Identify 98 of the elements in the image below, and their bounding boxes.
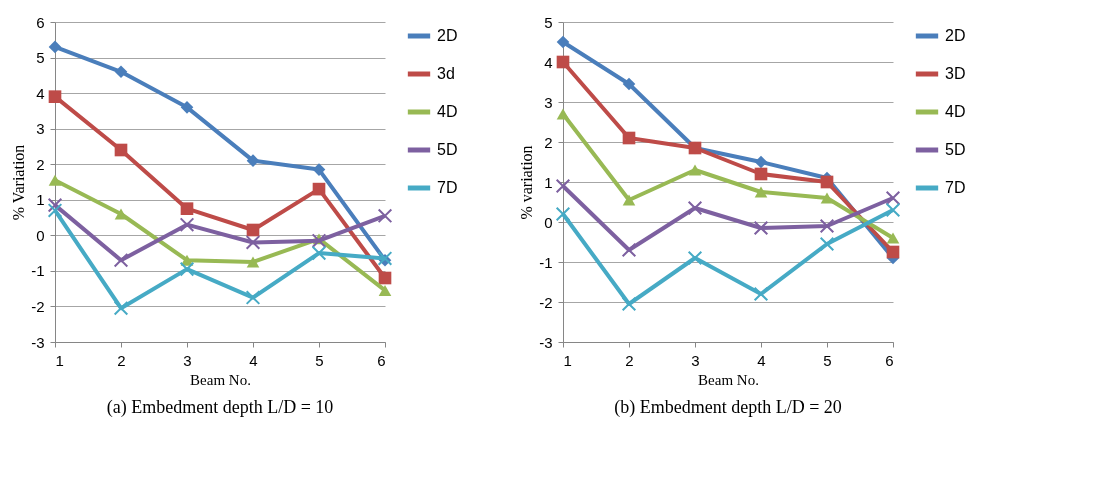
x-axis-title: Beam No. xyxy=(698,371,759,388)
x-tick-label: 2 xyxy=(625,351,634,369)
y-axis-title: % variation xyxy=(518,145,536,220)
point xyxy=(687,250,703,266)
point xyxy=(246,256,260,268)
point xyxy=(621,296,637,312)
y-tick-label: 0 xyxy=(544,213,553,231)
point xyxy=(114,208,128,220)
point xyxy=(754,167,768,181)
y-tick-label: -2 xyxy=(31,297,45,315)
y-tick-label: 3 xyxy=(36,120,45,138)
x-tick-label: 3 xyxy=(691,351,700,369)
y-tick-label: -3 xyxy=(539,333,553,351)
point xyxy=(621,242,637,258)
y-tick-label: 4 xyxy=(36,84,45,102)
point xyxy=(819,236,835,252)
point xyxy=(179,261,195,277)
legend-label: 4D xyxy=(437,103,458,120)
point xyxy=(556,35,570,49)
y-tick-label: 3 xyxy=(544,93,553,111)
point xyxy=(754,155,768,169)
point xyxy=(311,245,327,261)
y-tick-label: -2 xyxy=(539,293,553,311)
legend-label: 7D xyxy=(437,179,458,196)
legend-label: 2D xyxy=(945,27,966,44)
point xyxy=(246,223,260,237)
y-tick-label: 5 xyxy=(544,13,553,31)
point xyxy=(48,40,62,54)
y-tick-label: 2 xyxy=(36,155,45,173)
x-tick-label: 6 xyxy=(377,351,386,369)
text: (b) Embedment depth L/D = 20 xyxy=(614,397,842,418)
point xyxy=(753,220,769,236)
point xyxy=(819,218,835,234)
legend-label: 7D xyxy=(945,179,966,196)
x-axis-title: Beam No. xyxy=(190,371,251,388)
point xyxy=(622,77,636,91)
point xyxy=(622,131,636,145)
point xyxy=(47,203,63,218)
point xyxy=(820,175,834,189)
legend-label: 4D xyxy=(945,103,966,120)
point xyxy=(555,178,571,194)
y-tick-label: 4 xyxy=(544,53,553,71)
point xyxy=(687,200,703,216)
x-tick-label: 1 xyxy=(563,351,572,369)
x-tick-label: 4 xyxy=(249,351,258,369)
y-tick-label: 2 xyxy=(544,133,553,151)
point xyxy=(378,271,392,285)
point xyxy=(312,163,326,176)
point xyxy=(246,154,260,167)
point xyxy=(114,143,128,157)
point xyxy=(753,286,769,302)
point xyxy=(622,194,636,206)
legend-label: 2D xyxy=(437,27,458,44)
x-tick-label: 5 xyxy=(823,351,832,369)
legend-label: 5D xyxy=(437,141,458,158)
point xyxy=(48,174,62,186)
point xyxy=(754,186,768,198)
point xyxy=(556,108,570,120)
y-tick-label: -1 xyxy=(31,262,45,280)
point xyxy=(820,192,834,204)
legend-label: 5D xyxy=(945,141,966,158)
y-tick-label: 6 xyxy=(36,13,45,31)
x-tick-label: 2 xyxy=(117,351,126,369)
y-tick-label: 1 xyxy=(544,173,553,191)
y-tick-label: -1 xyxy=(539,253,553,271)
point xyxy=(180,202,194,215)
point xyxy=(378,284,392,296)
point xyxy=(179,217,195,232)
point xyxy=(245,235,261,250)
y-tick-label: 1 xyxy=(36,191,45,209)
x-tick-label: 5 xyxy=(315,351,324,369)
y-tick-label: 5 xyxy=(36,49,45,67)
point xyxy=(47,197,63,213)
point xyxy=(556,55,570,69)
point xyxy=(114,65,128,79)
point xyxy=(688,164,702,176)
point xyxy=(113,252,129,268)
y-tick-label: 0 xyxy=(36,226,45,244)
legend-label: 3d xyxy=(437,65,455,82)
point xyxy=(885,202,901,218)
point xyxy=(886,232,900,244)
x-tick-label: 1 xyxy=(55,351,64,369)
point xyxy=(555,206,571,222)
x-tick-label: 3 xyxy=(183,351,192,369)
point xyxy=(48,90,62,103)
text: (a) Embedment depth L/D = 10 xyxy=(106,397,334,418)
y-tick-label: -3 xyxy=(31,333,45,351)
point xyxy=(312,182,326,196)
point xyxy=(885,190,901,206)
point xyxy=(886,245,900,259)
point xyxy=(113,300,129,316)
legend-label: 3D xyxy=(945,65,966,82)
point xyxy=(245,290,261,305)
x-tick-label: 6 xyxy=(885,351,894,369)
point xyxy=(377,208,393,224)
y-axis-title: % Variation xyxy=(10,144,28,221)
x-tick-label: 4 xyxy=(757,351,766,369)
point xyxy=(180,101,194,114)
